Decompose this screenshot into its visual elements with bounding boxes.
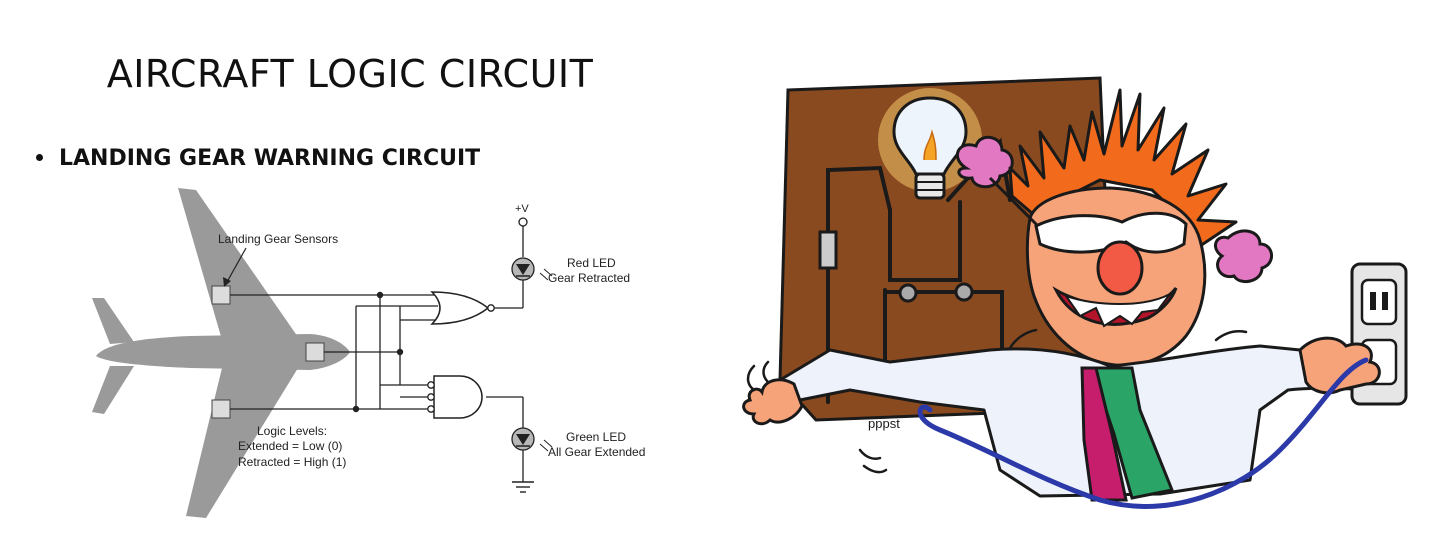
- power-cord: [917, 357, 1369, 509]
- airplane-upper-wing: [178, 188, 300, 340]
- green-led-label: Green LED: [566, 430, 626, 444]
- goggle-strap: [988, 176, 1040, 228]
- bullet-text: LANDING GEAR WARNING CIRCUIT: [59, 146, 481, 171]
- motion-lines: [746, 328, 1248, 474]
- scientist-right-hand: [1298, 336, 1381, 395]
- ground-symbol: [512, 481, 534, 493]
- scientist-left-hand: [742, 378, 804, 426]
- gear-sensor-nose: [305, 342, 325, 362]
- logic-levels-title: Logic Levels:: [257, 424, 327, 438]
- gear-sensor-left-wing: [211, 285, 231, 305]
- scientist-tie: [1089, 366, 1175, 500]
- slide-title: AIRCRAFT LOGIC CIRCUIT: [106, 52, 594, 96]
- shocked-scientist-illustration: pppst: [742, 76, 1408, 509]
- bullet-item: LANDING GEAR WARNING CIRCUIT: [36, 146, 480, 171]
- red-led-description: Gear Retracted: [548, 271, 630, 285]
- airplane-upper-tail: [92, 298, 134, 344]
- supply-voltage-label: +V: [515, 203, 529, 215]
- gear-sensor-right-wing: [211, 399, 231, 419]
- logic-levels-extended: Extended = Low (0): [238, 439, 342, 453]
- wire-junctions: [352, 291, 404, 413]
- supply-voltage-terminal: +V: [515, 203, 529, 227]
- board-switch-contact-right: [954, 282, 974, 302]
- smoke-puff-right: [1213, 229, 1273, 284]
- scientist-shirt-pink: [1080, 366, 1128, 502]
- landing-gear-circuit-diagram: Landing Gear Sensors: [92, 188, 645, 518]
- artist-signature: pppst: [868, 416, 900, 431]
- scientist-teeth: [1063, 293, 1171, 328]
- circuit-wires: [230, 226, 524, 482]
- airplane-lower-tail: [92, 366, 134, 414]
- red-led: [511, 257, 553, 281]
- board-resistor: [818, 230, 838, 270]
- light-bulb: [892, 96, 968, 200]
- sensors-pointer-arrow: [223, 247, 247, 287]
- airplane-fuselage: [96, 334, 350, 370]
- green-led-description: All Gear Extended: [548, 445, 645, 459]
- sensors-label: Landing Gear Sensors: [218, 232, 338, 246]
- smoke-puff-left: [955, 135, 1014, 189]
- logic-levels-retracted: Retracted = High (1): [238, 455, 346, 469]
- nor-gate: [430, 291, 495, 325]
- scientist-goggles: [1034, 211, 1188, 254]
- scientist-nose: [1096, 240, 1144, 296]
- bullet-dot-icon: [36, 153, 43, 161]
- and-gate-inverted-inputs: [427, 375, 483, 419]
- green-led: [511, 427, 553, 452]
- board-switch-contact-left: [898, 283, 918, 303]
- red-led-label: Red LED: [567, 256, 616, 270]
